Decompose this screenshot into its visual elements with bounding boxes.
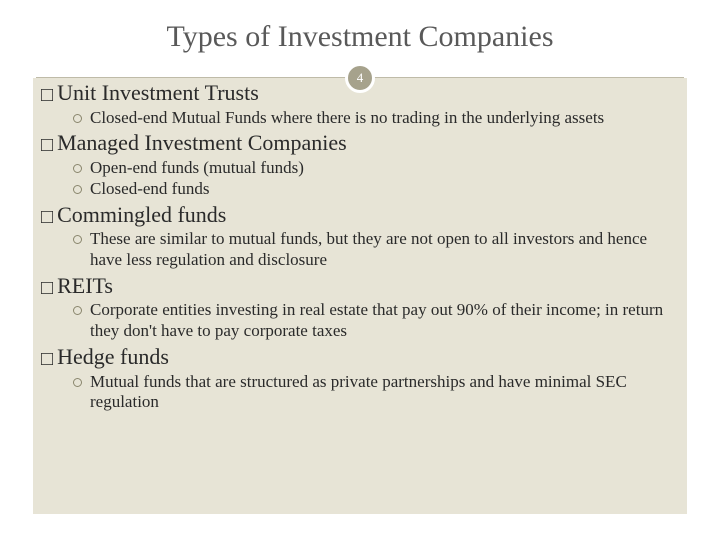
slide: Types of Investment Companies 4 □Unit In… bbox=[0, 0, 720, 540]
circle-bullet-icon bbox=[73, 164, 82, 173]
section-header: □REITs bbox=[41, 271, 679, 301]
section-heading-text: Hedge funds bbox=[57, 342, 169, 372]
section-heading-text: REITs bbox=[57, 271, 113, 301]
square-bullet-icon: □ bbox=[41, 349, 53, 369]
slide-title: Types of Investment Companies bbox=[30, 20, 690, 54]
circle-bullet-icon bbox=[73, 306, 82, 315]
list-item: Closed-end funds bbox=[73, 179, 679, 200]
circle-bullet-icon bbox=[73, 235, 82, 244]
section-header: □Hedge funds bbox=[41, 342, 679, 372]
section-heading-text: Unit Investment Trusts bbox=[57, 78, 259, 108]
square-bullet-icon: □ bbox=[41, 135, 53, 155]
content-panel: □Unit Investment TrustsClosed-end Mutual… bbox=[33, 78, 687, 514]
square-bullet-icon: □ bbox=[41, 85, 53, 105]
square-bullet-icon: □ bbox=[41, 207, 53, 227]
section-header: □Managed Investment Companies bbox=[41, 128, 679, 158]
list-item-text: Closed-end Mutual Funds where there is n… bbox=[90, 108, 604, 129]
sub-list: These are similar to mutual funds, but t… bbox=[41, 229, 679, 270]
sub-list: Open-end funds (mutual funds)Closed-end … bbox=[41, 158, 679, 199]
list-item-text: Closed-end funds bbox=[90, 179, 209, 200]
list-item-text: Corporate entities investing in real est… bbox=[90, 300, 679, 341]
list-item-text: These are similar to mutual funds, but t… bbox=[90, 229, 679, 270]
page-number-badge: 4 bbox=[345, 63, 375, 93]
list-item: Corporate entities investing in real est… bbox=[73, 300, 679, 341]
page-number: 4 bbox=[357, 70, 364, 86]
circle-bullet-icon bbox=[73, 114, 82, 123]
section-heading-text: Managed Investment Companies bbox=[57, 128, 347, 158]
list-item-text: Mutual funds that are structured as priv… bbox=[90, 372, 679, 413]
list-item-text: Open-end funds (mutual funds) bbox=[90, 158, 304, 179]
section-header: □Commingled funds bbox=[41, 200, 679, 230]
list-item: These are similar to mutual funds, but t… bbox=[73, 229, 679, 270]
sub-list: Closed-end Mutual Funds where there is n… bbox=[41, 108, 679, 129]
square-bullet-icon: □ bbox=[41, 278, 53, 298]
section: □Commingled fundsThese are similar to mu… bbox=[41, 200, 679, 271]
sub-list: Corporate entities investing in real est… bbox=[41, 300, 679, 341]
list-item: Mutual funds that are structured as priv… bbox=[73, 372, 679, 413]
sub-list: Mutual funds that are structured as priv… bbox=[41, 372, 679, 413]
section: □Managed Investment CompaniesOpen-end fu… bbox=[41, 128, 679, 199]
circle-bullet-icon bbox=[73, 378, 82, 387]
section-heading-text: Commingled funds bbox=[57, 200, 226, 230]
section: □REITsCorporate entities investing in re… bbox=[41, 271, 679, 342]
circle-bullet-icon bbox=[73, 185, 82, 194]
list-item: Closed-end Mutual Funds where there is n… bbox=[73, 108, 679, 129]
section: □Hedge fundsMutual funds that are struct… bbox=[41, 342, 679, 413]
list-item: Open-end funds (mutual funds) bbox=[73, 158, 679, 179]
